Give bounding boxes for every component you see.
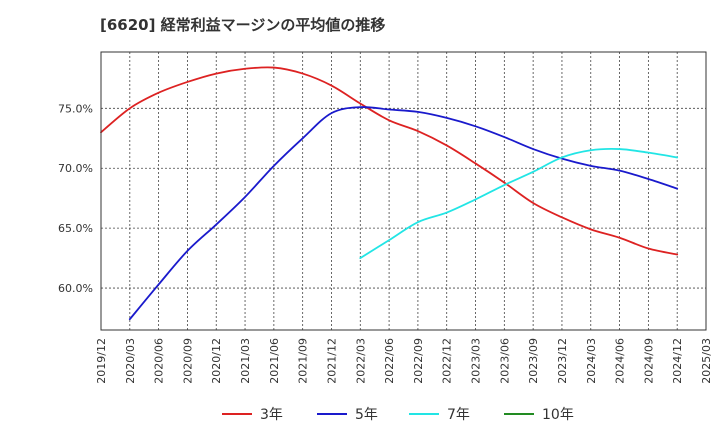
x-tick-label: 2023/06: [498, 338, 511, 384]
legend-label: 3年: [260, 407, 283, 423]
y-tick-label: 60.0%: [58, 282, 93, 295]
legend: 3年 5年 7年 10年: [222, 407, 574, 423]
x-tick-label: 2020/06: [153, 338, 166, 384]
legend-label: 7年: [447, 407, 470, 423]
x-tick-label: 2023/09: [527, 338, 540, 384]
series-lines: [100, 66, 679, 321]
plot-frame: [100, 51, 707, 331]
legend-item: 5年: [317, 407, 378, 423]
y-tick-label: 65.0%: [58, 222, 93, 235]
legend-item: 7年: [409, 407, 470, 423]
x-tick-label: 2019/12: [95, 338, 108, 384]
legend-label: 5年: [355, 407, 378, 423]
legend-label: 10年: [542, 407, 574, 423]
series-line-3年: [100, 66, 679, 256]
y-tick-label: 70.0%: [58, 162, 93, 175]
legend-item: 3年: [222, 407, 283, 423]
x-tick-label: 2023/12: [556, 338, 569, 384]
y-axis-ticks: 60.0% 65.0% 70.0% 75.0%: [58, 102, 93, 295]
series-line-5年: [128, 106, 679, 321]
x-tick-label: 2022/06: [383, 338, 396, 384]
x-tick-label: 2021/12: [325, 338, 338, 384]
x-tick-label: 2024/06: [614, 338, 627, 384]
x-tick-label: 2024/09: [642, 338, 655, 384]
x-tick-label: 2022/09: [412, 338, 425, 384]
x-tick-label: 2024/03: [585, 338, 598, 384]
x-axis-ticks: 2019/12 2020/03 2020/06 2020/09 2020/12 2021/…: [95, 338, 713, 384]
x-tick-label: 2020/03: [124, 338, 137, 384]
x-tick-label: 2021/06: [268, 338, 281, 384]
legend-item: 10年: [504, 407, 574, 423]
x-tick-label: 2023/03: [470, 338, 483, 384]
x-tick-label: 2025/03: [700, 338, 713, 384]
series-line-7年: [359, 147, 679, 260]
plot-area: [101, 52, 706, 330]
x-tick-label: 2021/09: [297, 338, 310, 384]
chart-title: [6620] 経常利益マージンの平均値の推移: [100, 16, 386, 34]
x-tick-label: 2022/03: [354, 338, 367, 384]
x-tick-label: 2022/12: [441, 338, 454, 384]
x-tick-label: 2024/12: [671, 338, 684, 384]
x-tick-label: 2020/09: [181, 338, 194, 384]
y-tick-label: 75.0%: [58, 102, 93, 115]
x-tick-label: 2021/03: [239, 338, 252, 384]
x-tick-label: 2020/12: [210, 338, 223, 384]
